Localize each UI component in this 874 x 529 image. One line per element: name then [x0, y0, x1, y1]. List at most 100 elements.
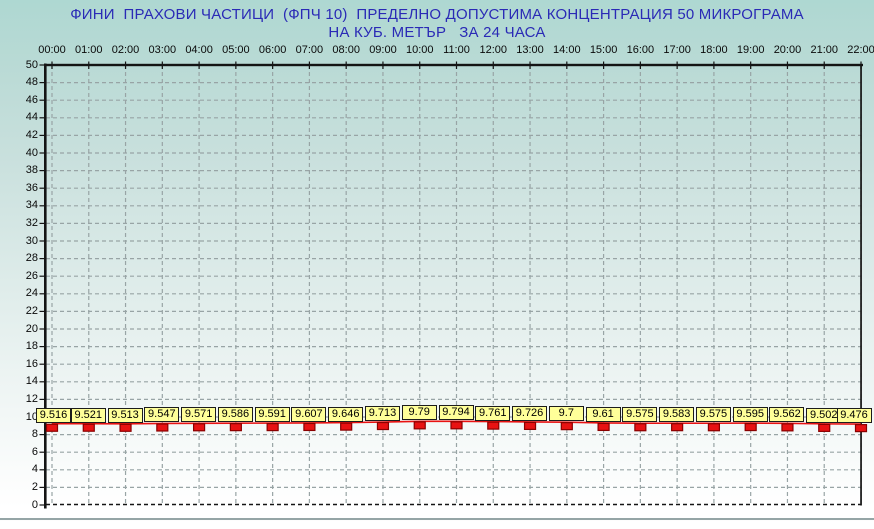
data-label-box: 9.502	[806, 407, 842, 423]
y-axis-label: 0	[31, 498, 38, 511]
data-point-marker	[634, 423, 647, 432]
data-label-box: 9.571	[181, 407, 217, 423]
data-label-box: 9.713	[364, 406, 400, 422]
data-point-marker	[82, 423, 95, 432]
data-point-marker	[487, 421, 500, 430]
panel-bottom-edge	[0, 518, 874, 521]
x-axis-label: 20:00	[773, 44, 802, 56]
data-point-marker	[781, 423, 794, 432]
x-axis-label: 04:00	[185, 44, 213, 56]
y-axis-label: 32	[25, 216, 38, 229]
data-point-marker	[192, 423, 206, 432]
y-axis-label: 14	[25, 375, 38, 388]
data-point-marker	[707, 423, 721, 432]
data-point-markers	[45, 421, 868, 433]
y-axis-label: 30	[25, 234, 38, 247]
x-axis-label: 13:00	[516, 44, 544, 56]
data-point-marker	[854, 424, 868, 433]
data-point-marker	[229, 423, 242, 432]
data-label-box: 9.726	[512, 405, 548, 421]
chart-title-line-2: НА КУБ. МЕТЪР ЗА 24 ЧАСА	[328, 24, 546, 41]
data-point-marker	[119, 423, 132, 432]
data-label-box: 9.521	[70, 407, 106, 423]
x-axis-label: 11:00	[443, 44, 470, 56]
data-label-box: 9.547	[144, 407, 180, 423]
x-axis-label: 14:00	[553, 44, 581, 56]
gridlines	[46, 65, 862, 505]
y-axis-label: 40	[25, 146, 38, 159]
data-point-marker	[266, 422, 279, 432]
data-label-box: 9.607	[291, 406, 327, 422]
data-label-box: 9.595	[732, 407, 768, 423]
data-label-box: 9.61	[585, 406, 621, 422]
data-point-marker	[744, 422, 757, 432]
data-point-marker	[597, 422, 610, 432]
data-label-box: 9.513	[107, 407, 143, 423]
x-axis-label: 22:00	[847, 44, 874, 56]
data-point-marker	[560, 422, 573, 431]
data-label-box: 9.476	[836, 408, 872, 424]
x-axis-label: 02:00	[111, 44, 140, 56]
data-label-box: 9.79	[401, 405, 437, 421]
data-label-box: 9.761	[475, 405, 511, 421]
x-axis-label: 21:00	[810, 44, 838, 56]
x-axis-label: 05:00	[222, 44, 250, 56]
y-axis-label: 38	[25, 164, 38, 177]
y-axis-label: 22	[25, 304, 38, 317]
data-label-box: 9.562	[769, 407, 805, 423]
data-point-marker	[156, 423, 169, 432]
y-axis-label: 36	[25, 181, 38, 194]
x-axis-label: 15:00	[589, 44, 618, 56]
y-axis-label: 16	[25, 357, 38, 370]
data-point-marker	[303, 422, 316, 432]
data-label-box: 9.575	[695, 407, 731, 423]
y-axis-label: 20	[25, 322, 38, 335]
y-axis-label: 50	[25, 58, 38, 71]
x-axis-label: 18:00	[700, 44, 728, 56]
y-axis-label: 34	[25, 199, 38, 212]
data-label-box: 9.575	[622, 407, 658, 423]
x-axis-label: 08:00	[332, 44, 360, 56]
y-axis-label: 4	[31, 463, 38, 476]
y-axis-label: 6	[31, 445, 38, 458]
y-axis-label: 12	[25, 392, 38, 405]
y-axis-label: 42	[25, 128, 38, 141]
data-label-box: 9.516	[36, 407, 71, 423]
x-axis-label: 07:00	[295, 44, 324, 56]
x-axis-label: 17:00	[663, 44, 691, 56]
y-axis-label: 26	[25, 269, 38, 282]
x-axis-label: 01:00	[75, 44, 103, 56]
x-axis-label: 12:00	[479, 44, 508, 56]
x-axis-label: 00:00	[38, 44, 66, 56]
y-axis-label: 18	[25, 340, 38, 353]
data-point-marker	[818, 423, 831, 432]
limit-top-border	[44, 63, 863, 67]
y-axis-line	[44, 63, 47, 509]
x-axis-label: 19:00	[736, 44, 765, 56]
right-border	[860, 64, 862, 506]
y-axis-label: 2	[31, 480, 38, 493]
y-axis-label: 10	[25, 410, 38, 423]
data-label-box: 9.586	[217, 407, 253, 423]
y-axis-label: 48	[25, 76, 38, 89]
data-point-marker	[413, 421, 426, 430]
data-label-box: 9.646	[328, 406, 364, 422]
axes-and-borders	[39, 61, 863, 509]
data-point-marker	[376, 421, 390, 431]
data-point-marker	[45, 423, 59, 432]
x-axis-label: 03:00	[148, 44, 177, 56]
data-point-marker	[523, 421, 537, 431]
x-axis-label: 06:00	[258, 44, 287, 56]
data-point-marker	[450, 421, 463, 430]
chart-title-line-1: ФИНИ ПРАХОВИ ЧАСТИЦИ (ФПЧ 10) ПРЕДЕЛНО Д…	[70, 6, 804, 23]
data-point-marker	[340, 422, 353, 431]
x-axis-label: 10:00	[405, 44, 434, 56]
data-label-box: 9.583	[659, 407, 695, 423]
y-axis-label: 24	[25, 287, 38, 300]
data-label-box: 9.591	[254, 407, 290, 423]
y-axis-label: 28	[25, 252, 38, 265]
y-axis-label: 8	[31, 428, 38, 441]
x-axis-label: 09:00	[369, 44, 397, 56]
